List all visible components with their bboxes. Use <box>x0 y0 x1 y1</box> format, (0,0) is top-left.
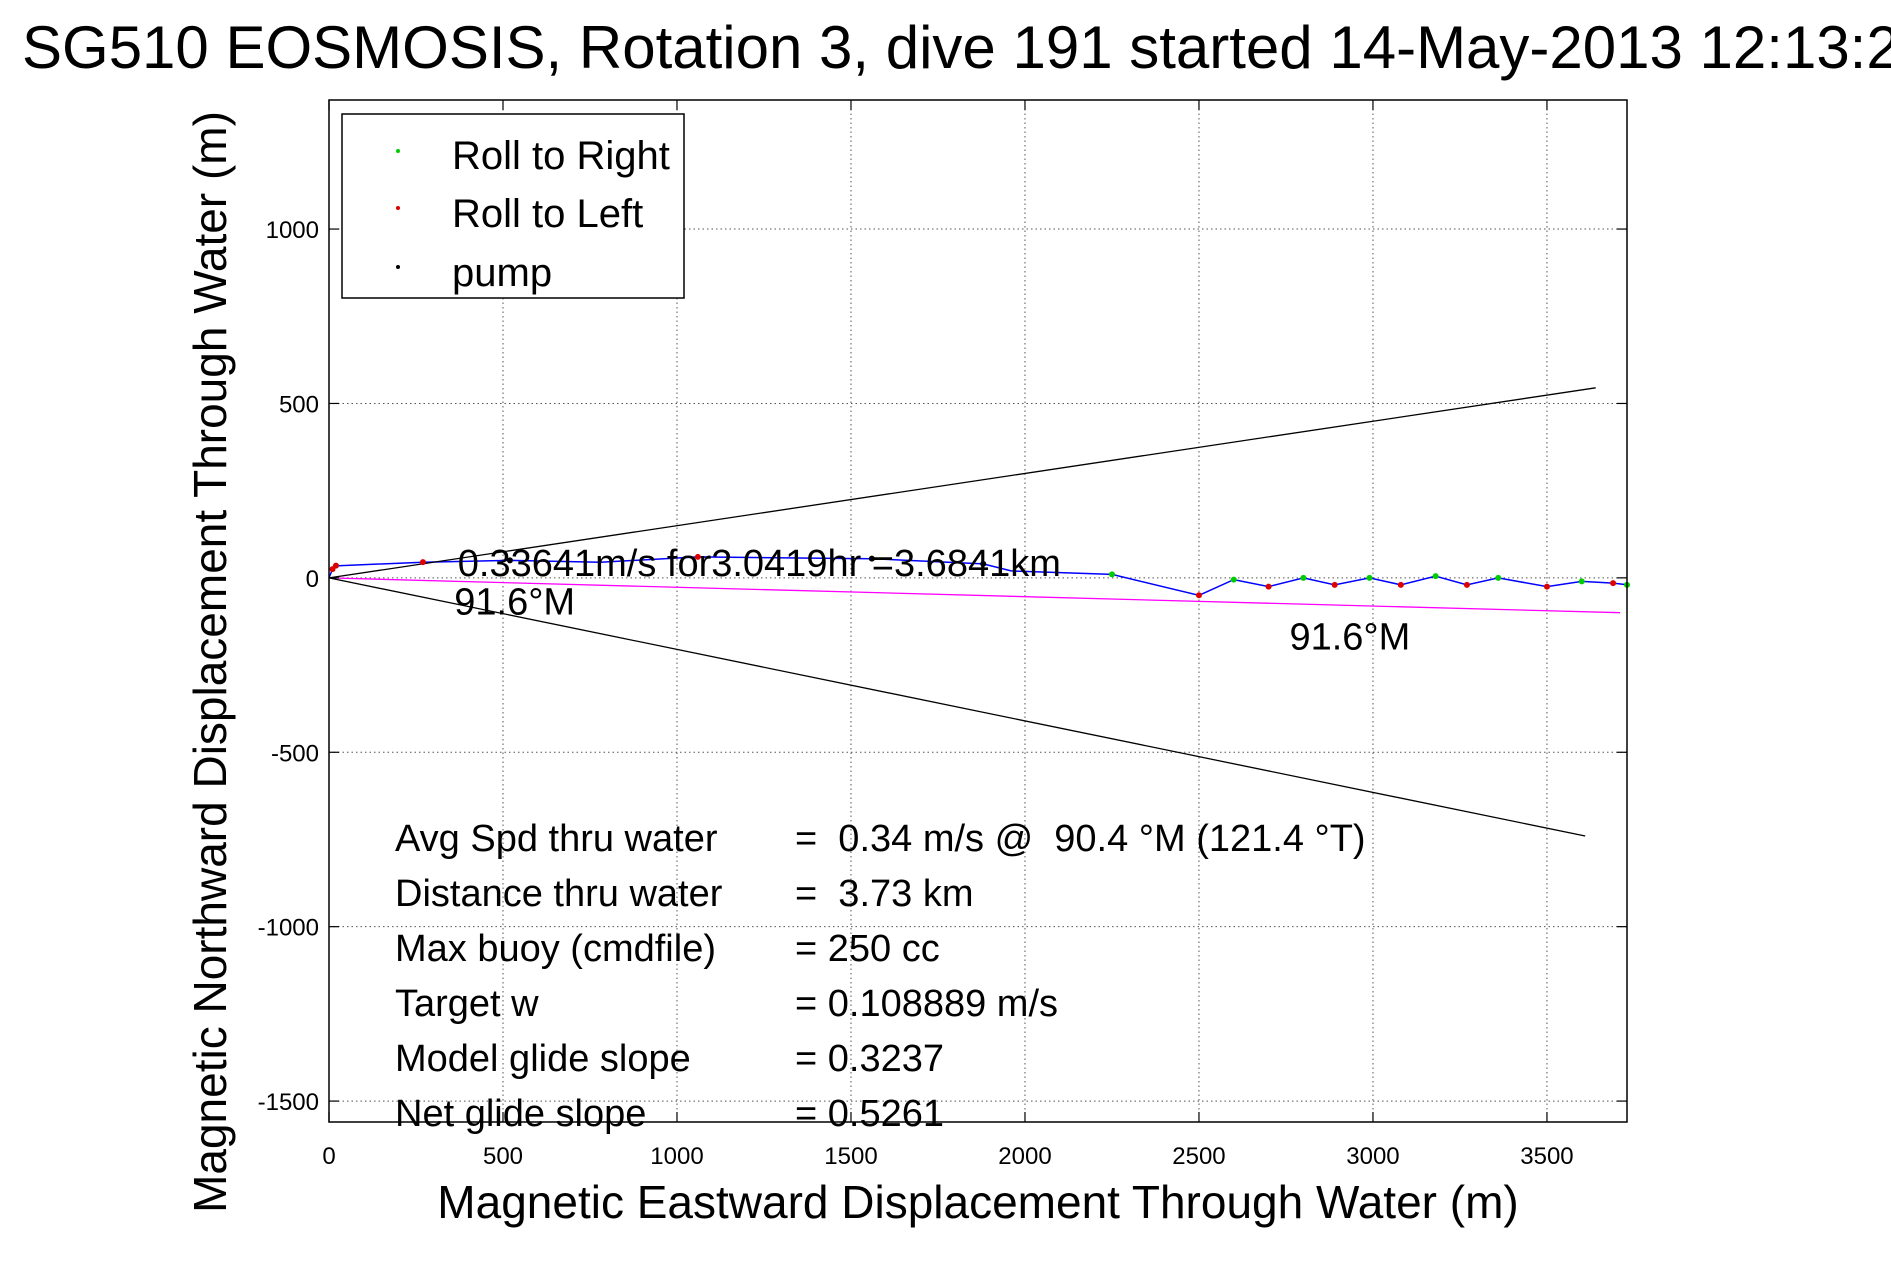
x-tick-label: 3000 <box>1346 1143 1399 1170</box>
roll-left-point <box>1397 581 1404 588</box>
y-axis-label: Magnetic Northward Displacement Through … <box>184 111 236 1213</box>
y-tick-label: -1500 <box>258 1089 319 1116</box>
stat-label: Distance thru water <box>395 873 723 915</box>
y-tick-label: -500 <box>271 740 319 767</box>
heading-annotation: 91.6°M <box>1289 616 1410 658</box>
x-tick-label: 1500 <box>824 1143 877 1170</box>
y-tick-label: 0 <box>306 566 319 593</box>
roll-right-point <box>1432 573 1439 580</box>
ticks: 0 500 1000 1500 2000 2500 3000 3500 -1500 -1000 -5… <box>258 100 1627 1170</box>
legend-box <box>341 113 685 299</box>
roll-left-point <box>1543 583 1550 590</box>
roll-left-point <box>419 559 426 566</box>
upper-bound-line <box>328 387 1596 579</box>
plot-frame <box>328 99 1628 1123</box>
stat-value: = 0.108889 m/s <box>795 983 1058 1025</box>
marker-layer <box>329 553 1630 599</box>
pump-point <box>506 557 513 564</box>
legend-marker-roll-right <box>396 149 400 153</box>
x-tick-label: 1000 <box>650 1143 703 1170</box>
legend-entry-pump: pump <box>452 251 552 295</box>
roll-right-point <box>1366 574 1373 581</box>
stat-label: Net glide slope <box>395 1093 646 1135</box>
pump-point <box>980 560 987 567</box>
x-tick-label: 2500 <box>1172 1143 1225 1170</box>
y-tick-label: 500 <box>279 391 319 418</box>
roll-right-point <box>1300 574 1307 581</box>
roll-left-point <box>694 553 701 560</box>
roll-left-point <box>1610 580 1617 587</box>
series-layer <box>328 387 1628 837</box>
x-axis-label: Magnetic Eastward Displacement Through W… <box>437 1176 1518 1228</box>
roll-right-point <box>1578 578 1585 585</box>
x-tick-label: 0 <box>322 1143 335 1170</box>
stat-value: = 3.73 km <box>795 873 973 915</box>
roll-right-point <box>1108 571 1115 578</box>
x-tick-label: 500 <box>483 1143 523 1170</box>
stat-label: Max buoy (cmdfile) <box>395 928 716 970</box>
chart-title: SG510 EOSMOSIS, Rotation 3, dive 191 sta… <box>22 14 1891 81</box>
net-displacement-line <box>328 577 1621 614</box>
lower-bound-line <box>328 577 1586 837</box>
roll-right-point <box>1230 576 1237 583</box>
stat-label: Target w <box>395 983 539 1025</box>
legend: Roll to Right Roll to Left pump <box>341 113 685 299</box>
roll-left-point <box>1463 581 1470 588</box>
roll-left-point <box>1265 583 1272 590</box>
pump-point <box>868 555 875 562</box>
roll-right-point <box>1495 574 1502 581</box>
stat-value: = 0.5261 <box>795 1093 944 1135</box>
annotation-layer: 0.33641m/s for3.0419hr =3.6841km91.6°M91… <box>454 543 1410 658</box>
roll-left-point <box>1195 592 1202 599</box>
stat-label: Model glide slope <box>395 1038 691 1080</box>
stat-value: = 0.3237 <box>795 1038 944 1080</box>
roll-left-point <box>332 562 339 569</box>
legend-entry-roll-right: Roll to Right <box>452 134 670 178</box>
stats-layer: Avg Spd thru water = 0.34 m/s @ 90.4 °M (… <box>395 818 1366 1135</box>
speed-annotation: 0.33641m/s for3.0419hr =3.6841km <box>458 543 1061 585</box>
y-tick-label: 1000 <box>266 217 319 244</box>
stat-label: Avg Spd thru water <box>395 818 718 860</box>
x-tick-label: 3500 <box>1520 1143 1573 1170</box>
legend-entry-roll-left: Roll to Left <box>452 192 643 236</box>
y-tick-label: -1000 <box>258 915 319 942</box>
roll-left-point <box>1331 581 1338 588</box>
x-tick-label: 2000 <box>998 1143 1051 1170</box>
stat-value: = 250 cc <box>795 928 940 970</box>
legend-marker-pump <box>396 265 400 269</box>
heading-annotation: 91.6°M <box>454 581 575 623</box>
legend-marker-roll-left <box>396 206 400 210</box>
stat-value: = 0.34 m/s @ 90.4 °M (121.4 °T) <box>795 818 1366 860</box>
